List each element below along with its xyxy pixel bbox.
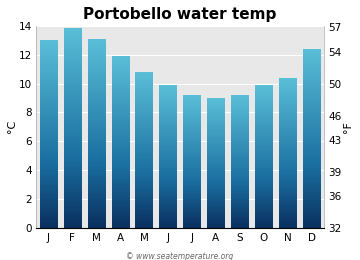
Text: © www.seatemperature.org: © www.seatemperature.org [126, 252, 234, 260]
Y-axis label: °F: °F [343, 121, 353, 133]
Title: Portobello water temp: Portobello water temp [83, 7, 277, 22]
Y-axis label: °C: °C [7, 120, 17, 133]
